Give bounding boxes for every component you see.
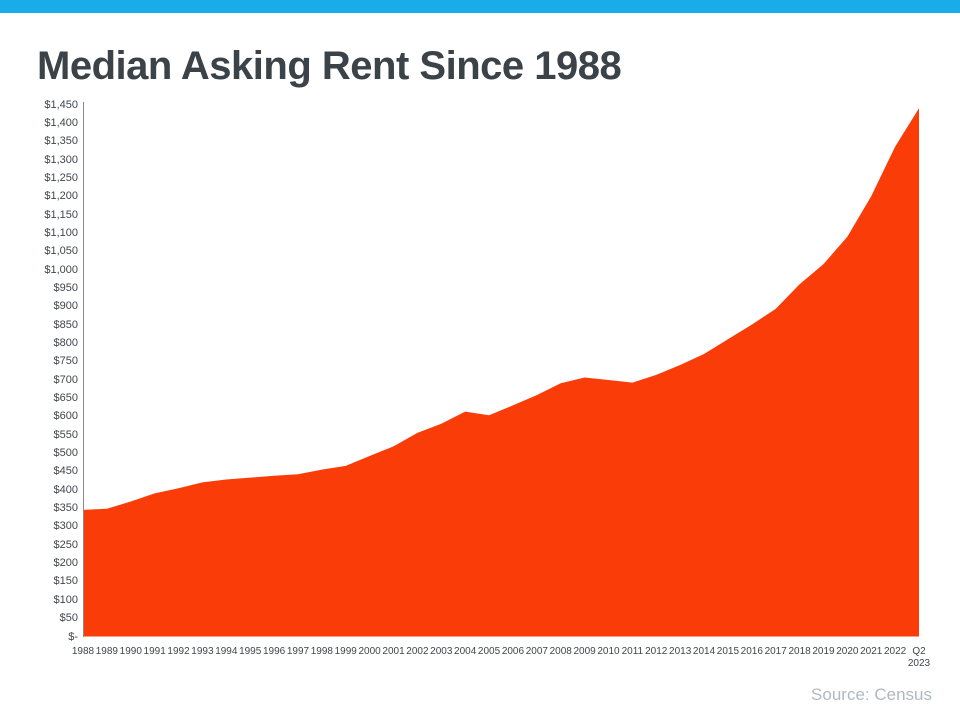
y-tick-label: $1,350 xyxy=(44,135,78,148)
y-tick-label: $1,250 xyxy=(44,171,78,184)
x-tick-label: 1995 xyxy=(239,646,262,657)
x-tick-label: 1998 xyxy=(310,646,333,657)
y-tick-label: $300 xyxy=(53,520,78,533)
y-tick-label: $1,150 xyxy=(44,208,78,221)
y-tick-label: $200 xyxy=(53,557,78,570)
x-tick-label: 2008 xyxy=(549,646,572,657)
x-tick-label: 2001 xyxy=(382,646,405,657)
page-title: Median Asking Rent Since 1988 xyxy=(37,44,622,88)
y-tick-label: $700 xyxy=(53,373,78,386)
area-series xyxy=(83,108,919,637)
top-accent-bar xyxy=(0,0,960,13)
y-tick-label: $800 xyxy=(53,336,78,349)
y-tick-label: $150 xyxy=(53,575,78,588)
x-tick-label: 1990 xyxy=(119,646,142,657)
x-tick-label: 2004 xyxy=(454,646,477,657)
x-tick-label: 2019 xyxy=(812,646,835,657)
y-tick-label: $1,450 xyxy=(44,98,78,111)
y-tick-label: $900 xyxy=(53,300,78,313)
x-tick-label: 2017 xyxy=(764,646,787,657)
y-tick-label: $1,200 xyxy=(44,190,78,203)
y-tick-label: $400 xyxy=(53,483,78,496)
x-tick-label: 2003 xyxy=(430,646,453,657)
x-tick-label: 1994 xyxy=(215,646,238,657)
x-tick-label: 2012 xyxy=(645,646,668,657)
x-tick-label: 2013 xyxy=(669,646,692,657)
x-tick-label: 2011 xyxy=(621,646,644,657)
x-tick-label: 1991 xyxy=(143,646,166,657)
x-tick-label: 2022 xyxy=(883,646,907,657)
y-tick-label: $750 xyxy=(53,355,78,368)
x-tick-label: 2007 xyxy=(525,646,548,657)
y-tick-label: $550 xyxy=(53,428,78,441)
x-tick-label: 2002 xyxy=(406,646,429,657)
x-tick-label: 1989 xyxy=(95,646,118,657)
x-tick-label: 2000 xyxy=(358,646,381,657)
x-tick-label: 2014 xyxy=(692,646,716,657)
x-tick-label: 1988 xyxy=(71,646,95,657)
y-tick-label: $500 xyxy=(53,447,78,460)
x-tick-label: 2018 xyxy=(788,646,811,657)
y-tick-label: $250 xyxy=(53,538,78,551)
x-tick-label: 1992 xyxy=(167,646,190,657)
x-tick-label: 2006 xyxy=(501,646,525,657)
y-tick-label: $450 xyxy=(53,465,78,478)
source-caption: Source: Census xyxy=(811,685,932,704)
x-tick-label: 2020 xyxy=(836,646,859,657)
y-tick-label: $850 xyxy=(53,318,78,331)
y-tick-label: $1,300 xyxy=(44,153,78,166)
y-tick-label: $950 xyxy=(53,281,78,294)
x-tick-label: 2021 xyxy=(860,646,883,657)
x-tick-label: 1997 xyxy=(286,646,310,657)
x-tick-label: Q2 2023 xyxy=(907,646,931,669)
y-tick-label: $350 xyxy=(53,502,78,515)
y-tick-label: $1,050 xyxy=(44,245,78,258)
y-tick-label: $600 xyxy=(53,410,78,423)
x-tick-label: 2010 xyxy=(597,646,620,657)
y-tick-label: $50 xyxy=(59,612,78,625)
x-tick-label: 2005 xyxy=(477,646,501,657)
y-tick-label: $100 xyxy=(53,593,78,606)
y-tick-label: $1,400 xyxy=(44,116,78,129)
y-tick-label: $1,100 xyxy=(44,226,78,239)
x-tick-label: 2016 xyxy=(740,646,763,657)
x-tick-label: 1996 xyxy=(262,646,286,657)
y-tick-label: $- xyxy=(68,630,78,643)
y-tick-label: $650 xyxy=(53,392,78,405)
x-tick-label: 2015 xyxy=(716,646,740,657)
x-tick-label: 2009 xyxy=(573,646,596,657)
y-tick-label: $1,000 xyxy=(44,263,78,276)
x-tick-label: 1993 xyxy=(191,646,214,657)
x-tick-label: 1999 xyxy=(334,646,357,657)
